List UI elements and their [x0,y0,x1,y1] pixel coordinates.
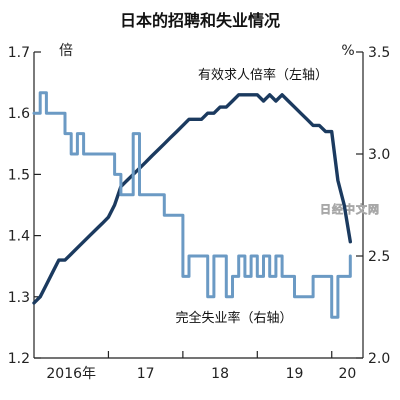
right-axis-unit: % [341,43,354,59]
series-layer [32,91,352,319]
left-tick-label: 1.2 [8,351,30,367]
left-axis-ticks: 1.2 1.3 1.4 1.5 1.6 1.7 [8,45,41,367]
series-label-unemployment: 完全失业率（右轴） [175,310,292,326]
right-tick-label: 3.5 [368,45,390,61]
right-tick-label: 2.0 [368,351,390,367]
x-tick-label: 18 [211,366,229,382]
watermark: 日经中文网 [320,202,380,216]
left-tick-label: 1.7 [8,45,30,61]
right-tick-label: 3.0 [368,147,390,163]
left-tick-label: 1.5 [8,167,30,183]
x-tick-label: 2016年 [46,366,96,382]
x-tick-label: 20 [338,366,356,382]
chart-title: 日本的招聘和失业情况 [120,11,280,30]
left-axis-unit: 倍 [59,43,73,59]
left-tick-label: 1.6 [8,106,30,122]
right-tick-label: 2.5 [368,249,390,265]
series-line-unemployment [32,91,352,319]
x-tick-label: 17 [137,366,155,382]
series-line-job-ratio [32,93,352,305]
x-axis-ticks: 2016年 17 18 19 20 [46,351,356,382]
right-axis-ticks: 2.0 2.5 3.0 3.5 [356,45,390,367]
left-tick-label: 1.4 [8,229,30,245]
left-tick-label: 1.3 [8,290,30,306]
series-label-job-ratio: 有效求人倍率（左轴） [198,67,328,83]
x-tick-label: 19 [286,366,304,382]
